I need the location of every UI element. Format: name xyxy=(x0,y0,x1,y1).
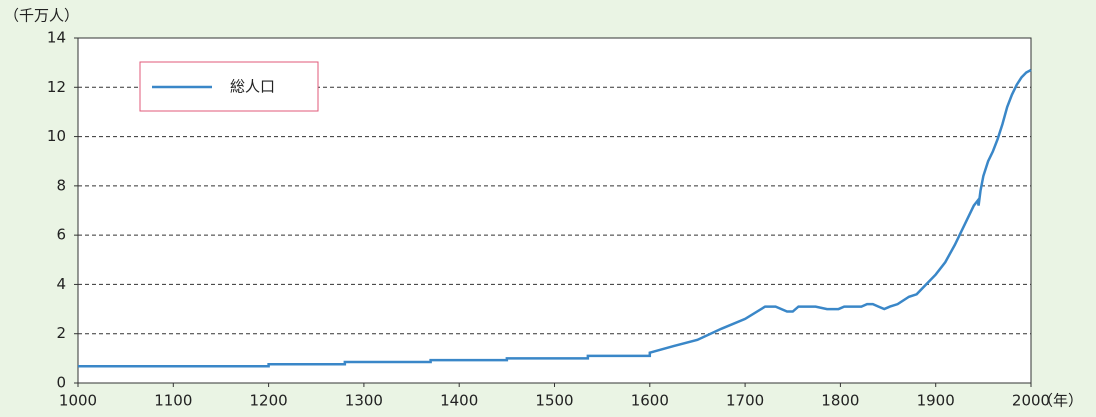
x-tick-label: 1300 xyxy=(345,392,383,410)
x-tick-label: 1900 xyxy=(917,392,955,410)
legend-label: 総人口 xyxy=(230,78,275,96)
y-tick-label: 6 xyxy=(56,226,66,244)
x-axis-label: （年） xyxy=(1038,392,1083,410)
x-tick-label: 1800 xyxy=(821,392,859,410)
y-tick-label: 0 xyxy=(56,374,66,392)
y-tick-label: 8 xyxy=(56,176,66,194)
x-tick-label: 1400 xyxy=(440,392,478,410)
y-tick-label: 12 xyxy=(47,78,66,96)
x-tick-label: 2000 xyxy=(1012,392,1050,410)
y-tick-label: 4 xyxy=(56,275,66,293)
x-tick-label: 1000 xyxy=(59,392,97,410)
y-tick-label: 2 xyxy=(56,324,66,342)
x-tick-label: 1100 xyxy=(154,392,192,410)
x-tick-label: 1200 xyxy=(250,392,288,410)
x-tick-label: 1600 xyxy=(631,392,669,410)
y-tick-label: 10 xyxy=(47,127,66,145)
x-tick-label: 1700 xyxy=(726,392,764,410)
line xyxy=(78,68,1032,368)
y-tick-label: 14 xyxy=(47,29,66,47)
x-tick-label: 1500 xyxy=(535,392,573,410)
y-axis-label: （千万人） xyxy=(4,7,79,25)
